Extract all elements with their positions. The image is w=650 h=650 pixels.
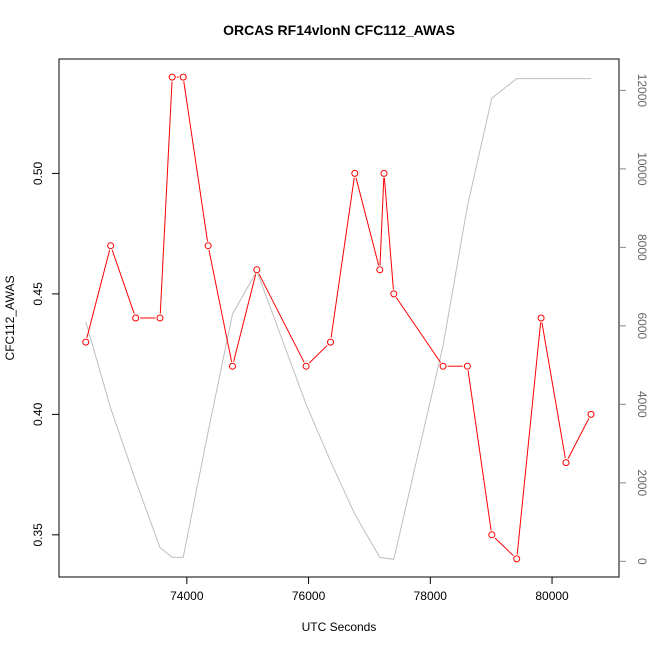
data-point xyxy=(390,290,398,298)
series-line-segment xyxy=(258,273,305,363)
series-line-segment xyxy=(379,177,385,266)
data-point xyxy=(82,338,90,346)
series-line-segment xyxy=(308,344,328,364)
y-tick-label: 0.45 xyxy=(31,282,45,306)
data-point xyxy=(156,314,164,322)
series-line-segment xyxy=(567,418,590,459)
data-point xyxy=(439,362,447,370)
data-point xyxy=(253,266,261,274)
data-point xyxy=(513,555,521,563)
plot-frame xyxy=(58,58,620,578)
x-tick-label: 76000 xyxy=(292,589,326,603)
data-point xyxy=(587,410,595,418)
data-point xyxy=(229,362,236,370)
series-line-segment xyxy=(541,322,566,459)
y-tick-label: 0.35 xyxy=(31,523,45,547)
series-line-segment xyxy=(233,274,257,362)
series-line-segment xyxy=(467,370,492,531)
series-line-segment xyxy=(159,81,173,314)
x-tick-label: 74000 xyxy=(170,589,204,603)
series-line-segment xyxy=(111,249,135,314)
series-line-segment xyxy=(86,249,111,338)
x-tick-label: 80000 xyxy=(535,589,569,603)
y2-tick-label: 10000 xyxy=(635,152,649,186)
data-point xyxy=(537,314,545,322)
y2-tick-label: 12000 xyxy=(635,74,649,108)
y2-tick-label: 4000 xyxy=(635,391,649,418)
data-point xyxy=(380,169,388,177)
y2-tick-label: 2000 xyxy=(635,469,649,496)
data-point xyxy=(488,531,496,539)
series-line-secondary xyxy=(85,78,591,560)
data-point xyxy=(132,314,140,322)
data-point xyxy=(463,362,471,370)
series-line-segment xyxy=(208,250,233,362)
plot-area: 74000 76000 78000 80000 0.35 0.40 0.45 0.50 0 200… xyxy=(31,58,649,603)
data-point xyxy=(562,459,570,467)
y2-tick-label: 6000 xyxy=(635,312,649,339)
data-point xyxy=(351,169,359,177)
series-line-segment xyxy=(494,537,514,557)
series-line-segment xyxy=(516,322,542,555)
data-point xyxy=(376,266,384,274)
y-tick-label: 0.40 xyxy=(31,402,45,426)
data-point xyxy=(302,362,310,370)
y2-tick-label: 0 xyxy=(635,558,649,565)
series-line-segment xyxy=(355,177,380,266)
x-axis-label: UTC Seconds xyxy=(302,620,377,634)
y-tick-label: 0.50 xyxy=(31,161,45,185)
data-point xyxy=(179,73,187,81)
x-tick-label: 78000 xyxy=(414,589,448,603)
chart-title: ORCAS RF14vlonN CFC112_AWAS xyxy=(223,22,455,38)
series-line-segment xyxy=(383,177,394,290)
data-point xyxy=(168,73,176,81)
series-line-segment xyxy=(330,177,355,338)
series-line-segment xyxy=(183,81,208,242)
data-point xyxy=(107,242,115,250)
data-point xyxy=(327,338,334,346)
y-axis-label: CFC112_AWAS xyxy=(3,276,17,361)
data-point xyxy=(204,242,212,250)
series-line-segment xyxy=(395,297,442,363)
y2-tick-label: 8000 xyxy=(635,234,649,261)
